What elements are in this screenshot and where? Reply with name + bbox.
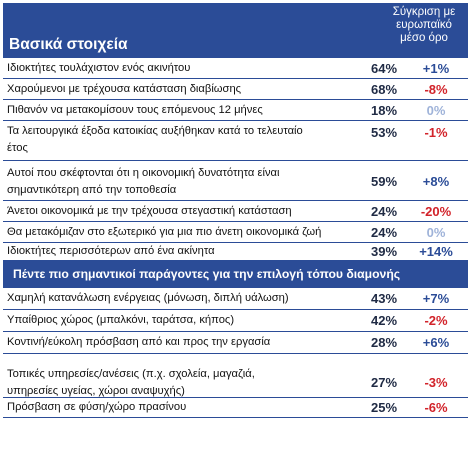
row-label: Χαρούμενοι με τρέχουσα κατάσταση διαβίωσ… bbox=[7, 81, 337, 98]
section-band: Πέντε πιο σημαντικοί παράγοντες για την … bbox=[3, 261, 468, 288]
row-label: Ιδιοκτήτες τουλάχιστον ενός ακινήτου bbox=[7, 60, 337, 77]
row-label: Τα λειτουργικά έξοδα κατοικίας αυξήθηκαν… bbox=[7, 123, 337, 157]
row-diff: +8% bbox=[422, 174, 450, 189]
row-diff: +1% bbox=[422, 61, 450, 76]
table-row: Θα μετακόμιζαν στο εξωτερικό για μια πιο… bbox=[3, 222, 468, 243]
table-row: Ιδιοκτήτες περισσότερων από ένα ακίνητα 3… bbox=[3, 243, 468, 261]
row-diff: +14% bbox=[419, 244, 453, 259]
row-diff: +6% bbox=[422, 335, 450, 350]
row-label-line: Κοντινή/εύκολη πρόσβαση από και προς την… bbox=[7, 336, 271, 348]
table-row: Υπαίθριος χώρος (μπαλκόνι, ταράτσα, κήπο… bbox=[3, 310, 468, 332]
table-row: Τοπικές υπηρεσίες/ανέσεις (π.χ. σχολεία,… bbox=[3, 354, 468, 398]
comparison-header-line: μέσο όρο bbox=[400, 32, 448, 44]
row-value: 64% bbox=[371, 61, 398, 76]
comparison-header: Σύγκριση με ευρωπαϊκό μέσο όρο bbox=[380, 6, 468, 45]
row-label: Υπαίθριος χώρος (μπαλκόνι, ταράτσα, κήπο… bbox=[7, 312, 337, 329]
row-diff: -3% bbox=[424, 375, 448, 390]
table-row: Τα λειτουργικά έξοδα κατοικίας αυξήθηκαν… bbox=[3, 121, 468, 161]
row-label-line: έτος bbox=[7, 142, 28, 154]
row-label: Ιδιοκτήτες περισσότερων από ένα ακίνητα bbox=[7, 243, 337, 260]
row-value: 59% bbox=[371, 174, 398, 189]
row-value: 24% bbox=[371, 204, 398, 219]
table-row: Αυτοί που σκέφτονται ότι η οικονομική δυ… bbox=[3, 161, 468, 201]
row-label-line: υπηρεσίες υγείας, χώροι αναψυχής) bbox=[7, 385, 185, 397]
row-value: 27% bbox=[371, 375, 398, 390]
comparison-header-line: ευρωπαϊκό bbox=[396, 19, 452, 31]
row-diff: 0% bbox=[426, 103, 446, 118]
row-value: 43% bbox=[371, 291, 398, 306]
row-diff: 0% bbox=[426, 225, 446, 240]
row-value: 25% bbox=[371, 400, 398, 415]
row-label-line: Ιδιοκτήτες τουλάχιστον ενός ακινήτου bbox=[7, 62, 191, 74]
row-label: Κοντινή/εύκολη πρόσβαση από και προς την… bbox=[7, 334, 337, 351]
row-label-line: Ιδιοκτήτες περισσότερων από ένα ακίνητα bbox=[7, 245, 215, 257]
row-label-line: Υπαίθριος χώρος (μπαλκόνι, ταράτσα, κήπο… bbox=[7, 314, 235, 326]
housing-stats-table: Βασικά στοιχεία Σύγκριση με ευρωπαϊκό μέ… bbox=[3, 3, 468, 418]
row-label-line: Άνετοι οικονομικά με την τρέχουσα στεγασ… bbox=[7, 205, 292, 217]
row-label-line: σημαντικότερη από την τοποθεσία bbox=[7, 184, 177, 196]
key-facts-rows: Ιδιοκτήτες τουλάχιστον ενός ακινήτου 64% +… bbox=[3, 58, 468, 261]
row-label-line: Τα λειτουργικά έξοδα κατοικίας αυξήθηκαν… bbox=[7, 125, 303, 137]
table-header: Βασικά στοιχεία Σύγκριση με ευρωπαϊκό μέ… bbox=[3, 3, 468, 58]
row-label-line: Χαρούμενοι με τρέχουσα κατάσταση διαβίωσ… bbox=[7, 83, 242, 95]
row-label-line: Τοπικές υπηρεσίες/ανέσεις (π.χ. σχολεία,… bbox=[7, 368, 255, 380]
row-diff: -20% bbox=[420, 204, 452, 219]
row-label: Τοπικές υπηρεσίες/ανέσεις (π.χ. σχολεία,… bbox=[7, 366, 337, 400]
row-diff: +7% bbox=[422, 291, 450, 306]
row-label: Πιθανόν να μετακομίσουν τους επόμενους 1… bbox=[7, 102, 337, 119]
row-diff: -6% bbox=[424, 400, 448, 415]
row-label-line: Πρόσβαση σε φύση/χώρο πρασίνου bbox=[7, 401, 187, 413]
table-title: Βασικά στοιχεία bbox=[9, 36, 128, 53]
row-value: 53% bbox=[371, 125, 398, 140]
row-label: Θα μετακόμιζαν στο εξωτερικό για μια πιο… bbox=[7, 224, 337, 241]
table-row: Ιδιοκτήτες τουλάχιστον ενός ακινήτου 64% +… bbox=[3, 58, 468, 79]
row-value: 18% bbox=[371, 103, 398, 118]
factor-rows: Χαμηλή κατανάλωση ενέργειας (μόνωση, διπ… bbox=[3, 288, 468, 418]
row-label-line: Πιθανόν να μετακομίσουν τους επόμενους 1… bbox=[7, 104, 263, 116]
row-label-line: Θα μετακόμιζαν στο εξωτερικό για μια πιο… bbox=[7, 226, 322, 238]
row-label-line: Χαμηλή κατανάλωση ενέργειας (μόνωση, διπ… bbox=[7, 292, 289, 304]
row-diff: -1% bbox=[424, 125, 448, 140]
table-row: Πρόσβαση σε φύση/χώρο πρασίνου 25% -6% bbox=[3, 398, 468, 418]
row-value: 24% bbox=[371, 225, 398, 240]
comparison-header-line: Σύγκριση με bbox=[392, 6, 456, 18]
row-label: Χαμηλή κατανάλωση ενέργειας (μόνωση, διπ… bbox=[7, 290, 337, 307]
row-label-line: Αυτοί που σκέφτονται ότι η οικονομική δυ… bbox=[7, 167, 280, 179]
row-diff: -2% bbox=[424, 313, 448, 328]
table-row: Χαμηλή κατανάλωση ενέργειας (μόνωση, διπ… bbox=[3, 288, 468, 310]
table-row: Άνετοι οικονομικά με την τρέχουσα στεγασ… bbox=[3, 201, 468, 222]
row-label: Αυτοί που σκέφτονται ότι η οικονομική δυ… bbox=[7, 165, 337, 199]
section-title: Πέντε πιο σημαντικοί παράγοντες για την … bbox=[13, 267, 401, 281]
row-label: Άνετοι οικονομικά με την τρέχουσα στεγασ… bbox=[7, 203, 337, 220]
table-row: Πιθανόν να μετακομίσουν τους επόμενους 1… bbox=[3, 100, 468, 121]
row-value: 42% bbox=[371, 313, 398, 328]
table-row: Κοντινή/εύκολη πρόσβαση από και προς την… bbox=[3, 332, 468, 354]
table-row: Χαρούμενοι με τρέχουσα κατάσταση διαβίωσ… bbox=[3, 79, 468, 100]
row-value: 28% bbox=[371, 335, 398, 350]
row-value: 68% bbox=[371, 82, 398, 97]
row-label: Πρόσβαση σε φύση/χώρο πρασίνου bbox=[7, 399, 337, 416]
row-diff: -8% bbox=[424, 82, 448, 97]
row-value: 39% bbox=[371, 244, 398, 259]
